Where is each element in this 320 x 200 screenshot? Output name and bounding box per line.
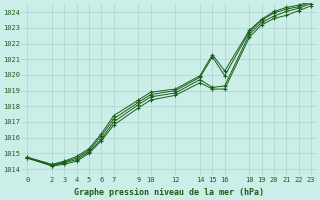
X-axis label: Graphe pression niveau de la mer (hPa): Graphe pression niveau de la mer (hPa) [74,188,264,197]
